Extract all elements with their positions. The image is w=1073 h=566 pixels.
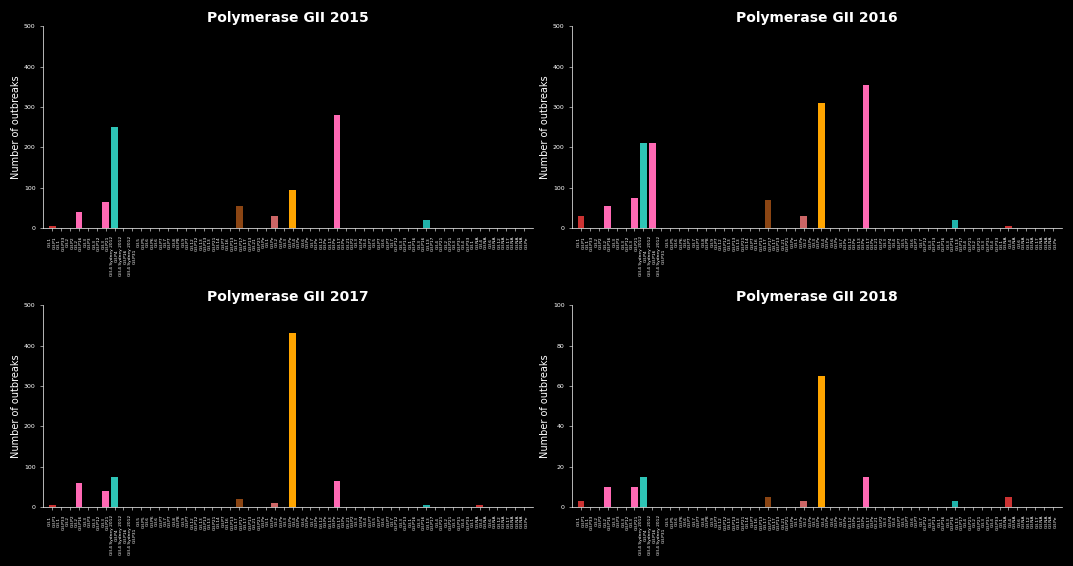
Y-axis label: Number of outbreaks: Number of outbreaks [540, 75, 550, 179]
Bar [640, 477, 647, 507]
Bar [800, 501, 807, 507]
Bar [236, 206, 242, 228]
Bar [640, 143, 647, 228]
Bar [765, 497, 771, 507]
Bar [863, 85, 869, 228]
Bar [604, 487, 612, 507]
Bar [271, 503, 278, 507]
Bar [577, 216, 585, 228]
Bar [577, 501, 585, 507]
Bar [649, 143, 656, 228]
Bar [604, 206, 612, 228]
Bar [423, 220, 429, 228]
Bar [75, 212, 83, 228]
Bar [112, 127, 118, 228]
Title: Polymerase GII 2018: Polymerase GII 2018 [736, 290, 898, 304]
Bar [800, 216, 807, 228]
Bar [631, 198, 637, 228]
Bar [334, 115, 340, 228]
Bar [290, 190, 296, 228]
Title: Polymerase GII 2016: Polymerase GII 2016 [736, 11, 898, 25]
Bar [112, 477, 118, 507]
Bar [1005, 497, 1012, 507]
Bar [631, 487, 637, 507]
Title: Polymerase GII 2015: Polymerase GII 2015 [207, 11, 369, 25]
Bar [271, 216, 278, 228]
Title: Polymerase GII 2017: Polymerase GII 2017 [207, 290, 369, 304]
Bar [75, 483, 83, 507]
Bar [952, 501, 958, 507]
Bar [765, 200, 771, 228]
Bar [818, 103, 825, 228]
Bar [423, 505, 429, 507]
Bar [863, 477, 869, 507]
Bar [290, 333, 296, 507]
Bar [102, 202, 109, 228]
Y-axis label: Number of outbreaks: Number of outbreaks [11, 75, 21, 179]
Bar [49, 505, 56, 507]
Bar [1005, 226, 1012, 228]
Bar [476, 505, 483, 507]
Bar [334, 481, 340, 507]
Bar [952, 220, 958, 228]
Bar [818, 376, 825, 507]
Bar [49, 226, 56, 228]
Bar [236, 499, 242, 507]
Y-axis label: Number of outbreaks: Number of outbreaks [540, 354, 550, 458]
Y-axis label: Number of outbreaks: Number of outbreaks [11, 354, 21, 458]
Bar [102, 491, 109, 507]
